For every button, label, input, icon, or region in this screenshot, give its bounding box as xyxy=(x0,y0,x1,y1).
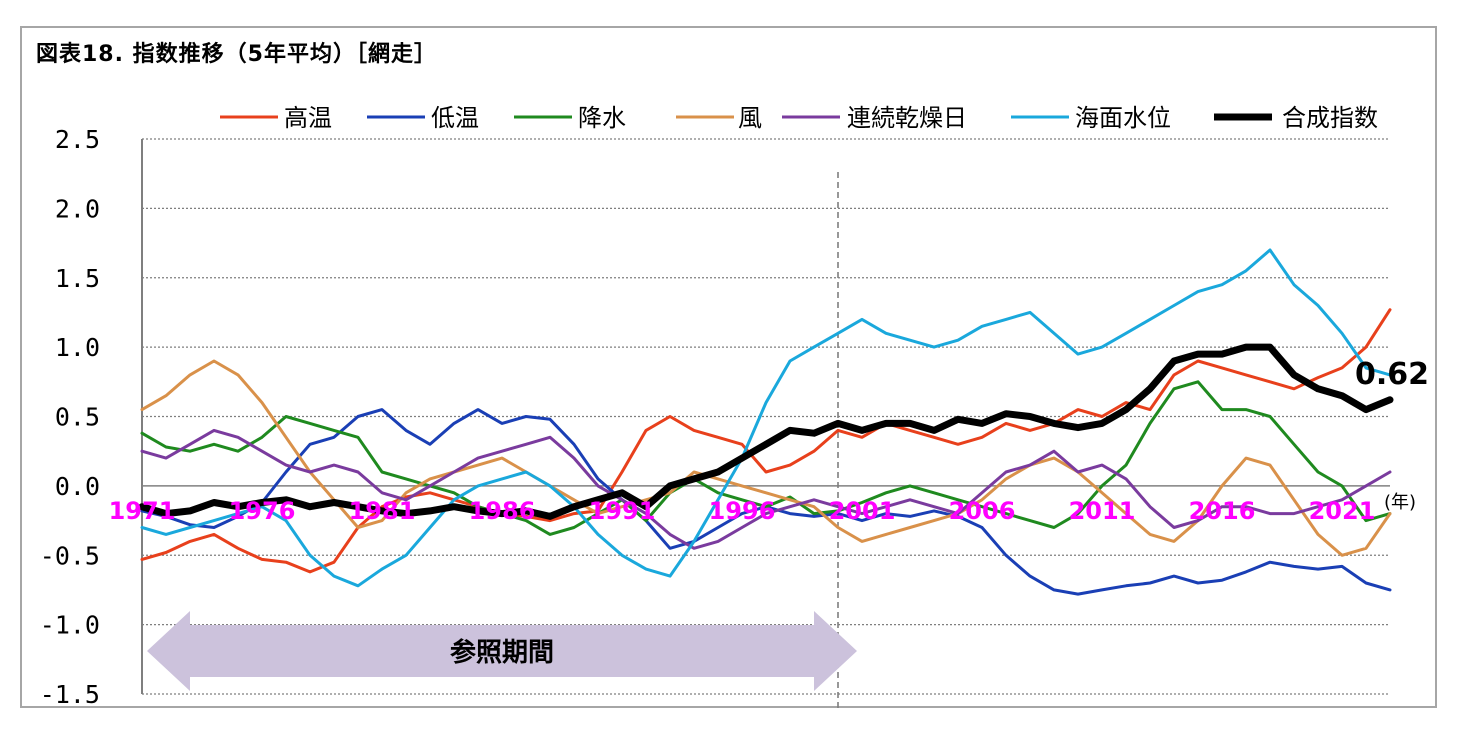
y-tick-label: -1.0 xyxy=(40,611,100,640)
chart-title: 図表18. 指数推移（5年平均）［網走］ xyxy=(36,42,437,67)
series-lines xyxy=(138,248,1394,596)
chart-frame xyxy=(20,26,1437,708)
reference-period-label: 参照期間 xyxy=(450,637,554,668)
y-tick-label: -0.5 xyxy=(40,541,100,570)
x-unit-label: (年) xyxy=(1384,492,1416,513)
series-line-4 xyxy=(140,359,1392,557)
y-tick-label: 0.5 xyxy=(55,403,100,432)
x-tick-label: 2006 xyxy=(949,497,1016,525)
reference-arrow-shape xyxy=(147,611,857,691)
legend-label-6: 海面水位 xyxy=(1075,104,1171,132)
y-tick-label: 2.5 xyxy=(55,125,100,154)
reference-period-arrow: 参照期間 xyxy=(147,611,857,691)
x-tick-label: 2001 xyxy=(829,497,896,525)
legend-label-7: 合成指数 xyxy=(1282,104,1378,132)
y-tick-label: 2.0 xyxy=(55,194,100,223)
legend: 高温 低温 降水 風 連続乾燥日 海面水位 合成指数 xyxy=(220,104,1378,132)
legend-label-5: 連続乾燥日 xyxy=(847,104,967,132)
x-tick-label: 1996 xyxy=(709,497,776,525)
x-tick-label: 2021 xyxy=(1309,497,1376,525)
series-line-3 xyxy=(140,380,1392,536)
grid-lines xyxy=(141,138,1390,708)
y-tick-label: -1.5 xyxy=(40,680,100,709)
y-tick-label: 1.0 xyxy=(55,333,100,362)
y-tick-label: 1.5 xyxy=(55,264,100,293)
y-tick-label: 0.0 xyxy=(55,472,100,501)
x-tick-label: 2016 xyxy=(1189,497,1256,525)
series-line-5 xyxy=(140,428,1392,550)
series-line-7 xyxy=(138,343,1394,520)
x-axis-ticks: 1971 1976 1981 1986 1991 1996 2001 2006 2011 2016… xyxy=(109,492,1416,525)
legend-label-2: 低温 xyxy=(431,104,479,132)
series-line-6 xyxy=(140,248,1392,588)
x-tick-label: 1981 xyxy=(349,497,416,525)
y-axis-ticks: 2.5 2.0 1.5 1.0 0.5 0.0 -0.5 -1.0 -1.5 xyxy=(40,125,100,709)
value-annotation: 0.62 xyxy=(1355,357,1429,392)
legend-label-1: 高温 xyxy=(284,104,332,132)
x-tick-label: 1986 xyxy=(469,497,536,525)
legend-label-4: 風 xyxy=(738,104,762,132)
series-line-1 xyxy=(140,308,1392,574)
x-tick-label: 1991 xyxy=(589,497,656,525)
x-tick-label: 2011 xyxy=(1069,497,1136,525)
x-tick-label: 1971 xyxy=(109,497,176,525)
x-tick-label: 1976 xyxy=(229,497,296,525)
legend-label-3: 降水 xyxy=(578,104,626,132)
annotations: 0.62 xyxy=(1355,357,1429,392)
